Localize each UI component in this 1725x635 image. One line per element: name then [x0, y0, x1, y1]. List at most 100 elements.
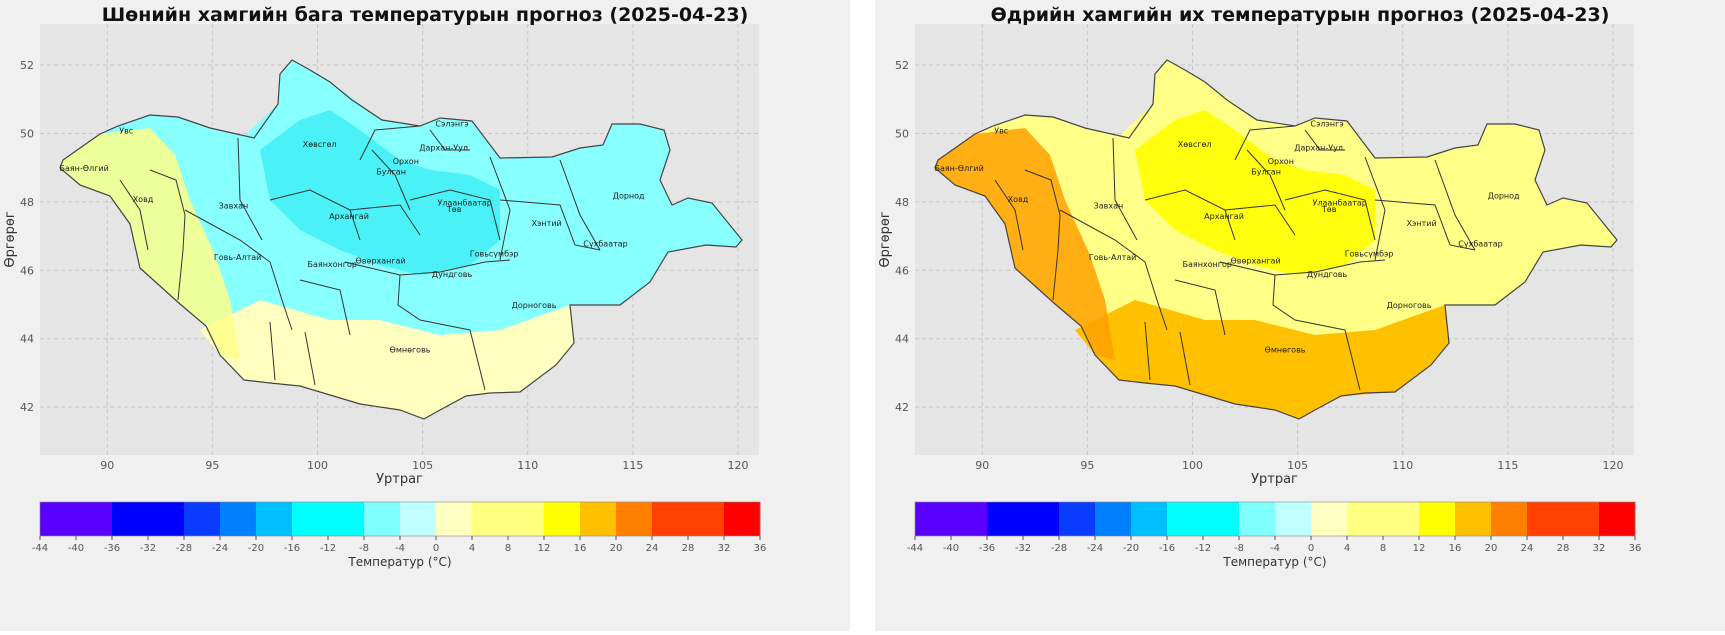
temperature-zone: [1135, 110, 1375, 275]
colorbar-label: Температур (°C): [1222, 555, 1326, 569]
y-tick-label: 52: [20, 59, 34, 72]
colorbar-segment: [1599, 502, 1636, 536]
province-label: Орхон: [393, 157, 419, 166]
province-border: [559, 159, 601, 251]
y-tick-label: 44: [895, 333, 909, 346]
province-label: Сүхбаатар: [583, 239, 627, 248]
x-tick-label: 120: [727, 459, 748, 472]
min-temp-panel: Шөнийн хамгийн бага температурын прогноз…: [0, 0, 850, 631]
y-tick-label: 46: [20, 264, 34, 277]
colorbar-tick-label: -16: [1159, 543, 1175, 554]
colorbar-tick-label: -32: [140, 543, 156, 554]
province-border: [1304, 129, 1345, 151]
province-border: [1219, 259, 1386, 276]
colorbar-tick-label: 32: [718, 543, 731, 554]
temperature-zone: [1075, 300, 1449, 419]
province-border: [409, 189, 501, 241]
colorbar-segment: [256, 502, 293, 536]
colorbar-segment: [1383, 502, 1420, 536]
colorbar-segment: [508, 502, 545, 536]
colorbar-label: Температур (°C): [347, 555, 451, 569]
colorbar-segment: [1059, 502, 1096, 536]
province-label: Дархан-Уул: [1294, 144, 1343, 153]
province-border: [269, 189, 361, 241]
colorbar-segment: [1239, 502, 1276, 536]
colorbar-segment: [987, 502, 1024, 536]
y-tick-label: 48: [20, 196, 34, 209]
province-border: [299, 279, 351, 336]
colorbar-segment: [951, 502, 988, 536]
x-tick-label: 90: [975, 459, 989, 472]
colorbar-segment: [1563, 502, 1600, 536]
colorbar-tick-label: 12: [1413, 543, 1426, 554]
province-border: [429, 129, 470, 151]
province-border: [1112, 137, 1138, 241]
province-border: [1234, 125, 1296, 161]
province-label: Дундговь: [1307, 270, 1348, 279]
x-tick-label: 115: [1497, 459, 1518, 472]
colorbar-tick-label: 20: [1485, 543, 1498, 554]
province-border: [344, 259, 511, 276]
colorbar-segment: [76, 502, 113, 536]
colorbar-tick-label: 8: [1380, 543, 1386, 554]
x-axis-label: Уртраг: [376, 472, 423, 487]
province-label: Архангай: [1204, 212, 1244, 221]
province-label: Төв: [446, 205, 462, 214]
province-border: [1364, 156, 1386, 261]
province-label: Дорноговь: [512, 301, 557, 310]
x-tick-label: 110: [517, 459, 538, 472]
colorbar-segment: [580, 502, 617, 536]
province-border: [349, 204, 421, 236]
colorbar-tick-label: 4: [1344, 543, 1350, 554]
province-label: Говь-Алтай: [1089, 253, 1136, 262]
province-border: [1374, 199, 1476, 251]
colorbar-segment: [1455, 502, 1492, 536]
colorbar-tick-label: 24: [1521, 543, 1534, 554]
province-border: [149, 169, 186, 301]
province-label: Өвөрхангай: [1231, 256, 1281, 265]
y-tick-label: 46: [895, 264, 909, 277]
x-tick-label: 95: [1080, 459, 1094, 472]
colorbar-segment: [1491, 502, 1528, 536]
province-border: [359, 125, 421, 161]
y-tick-label: 52: [895, 59, 909, 72]
colorbar-segment: [1131, 502, 1168, 536]
province-label: Говьсүмбэр: [470, 250, 519, 259]
colorbar-segment: [112, 502, 149, 536]
province-border: [1174, 279, 1226, 336]
temperature-zone: [200, 300, 574, 419]
colorbar-tick-label: -36: [104, 543, 120, 554]
province-label: Улаанбаатар: [1312, 198, 1366, 207]
colorbar-segment: [616, 502, 653, 536]
province-label: Улаанбаатар: [437, 198, 491, 207]
province-label: Увс: [119, 126, 133, 135]
colorbar-segment: [40, 502, 77, 536]
province-border: [1284, 189, 1376, 241]
province-label: Баянхонгор: [307, 260, 356, 269]
province-label: Төв: [1321, 205, 1337, 214]
province-border: [237, 137, 263, 241]
y-axis-label: Өргөрөг: [3, 211, 18, 267]
y-tick-label: 42: [895, 401, 909, 414]
colorbar-tick-label: 12: [538, 543, 551, 554]
province-border: [184, 209, 293, 331]
province-label: Ховд: [1008, 195, 1029, 204]
x-tick-label: 110: [1392, 459, 1413, 472]
colorbar-tick-label: -24: [212, 543, 228, 554]
x-tick-label: 90: [100, 459, 114, 472]
province-label: Завхан: [219, 202, 249, 211]
province-label: Баянхонгор: [1182, 260, 1231, 269]
colorbar-tick-label: 0: [1308, 543, 1314, 554]
colorbar-segment: [436, 502, 473, 536]
colorbar-segment: [148, 502, 185, 536]
colorbar-tick-label: -44: [32, 543, 48, 554]
colorbar-segment: [1023, 502, 1060, 536]
colorbar-tick-label: -40: [943, 543, 959, 554]
map-title: Өдрийн хамгийн их температурын прогноз (…: [990, 4, 1610, 26]
colorbar-segment: [220, 502, 257, 536]
province-border: [119, 179, 149, 251]
temperature-map: Увс Баян-Өлгий Ховд Завхан Хөвсгөл Архангай Го…: [3, 24, 766, 569]
colorbar-segment: [1347, 502, 1384, 536]
colorbar-segment: [1311, 502, 1348, 536]
colorbar-tick-label: 0: [433, 543, 439, 554]
